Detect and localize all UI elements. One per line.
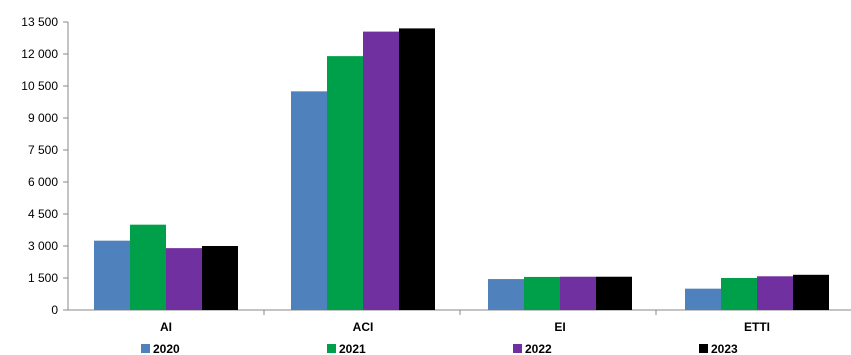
y-tick-label: 6 000 (28, 175, 58, 189)
legend-item-2021: 2021 (327, 342, 366, 355)
x-tick-label: EI (554, 320, 565, 334)
y-tick-label: 9 000 (28, 111, 58, 125)
x-tick-label: AI (160, 320, 172, 334)
legend-label: 2021 (339, 342, 366, 355)
legend-swatch (513, 344, 522, 353)
x-tick-labels: AI ACI EI ETTI (160, 320, 770, 334)
y-tick-label: 12 000 (21, 47, 58, 61)
y-ticks: 0 1 500 3 000 4 500 6 000 7 500 9 000 10 500 12 … (21, 15, 68, 317)
x-tick-label: ACI (353, 320, 374, 334)
bar-ei-2022 (560, 276, 596, 310)
legend-item-2020: 2020 (141, 342, 180, 355)
bar-ai-2021 (130, 224, 166, 310)
legend-swatch (141, 344, 150, 353)
y-tick-label: 7 500 (28, 143, 58, 157)
y-tick-label: 0 (51, 303, 58, 317)
legend-swatch (327, 344, 336, 353)
bar-ei-2023 (596, 276, 632, 310)
bar-aci-2021 (327, 56, 363, 311)
bar-etti-2020 (685, 288, 721, 310)
y-tick-label: 4 500 (28, 207, 58, 221)
bar-ei-2020 (488, 279, 524, 310)
bar-etti-2021 (721, 278, 757, 310)
legend-swatch (699, 344, 708, 353)
y-tick-label: 13 500 (21, 15, 58, 29)
bar-etti-2023 (793, 274, 829, 310)
bar-aci-2022 (363, 31, 399, 310)
bar-ai-2023 (202, 246, 238, 310)
legend-item-2022: 2022 (513, 342, 552, 355)
x-category-dividers (263, 310, 657, 315)
legend-label: 2020 (153, 342, 180, 355)
bar-etti-2022 (757, 276, 793, 310)
y-tick-label: 3 000 (28, 239, 58, 253)
bar-aci-2020 (291, 91, 327, 310)
bar-ei-2021 (524, 276, 560, 310)
legend-label: 2022 (525, 342, 552, 355)
bars (94, 28, 829, 311)
legend: 2020 2021 2022 2023 (141, 342, 738, 355)
bar-ai-2020 (94, 240, 130, 310)
y-tick-label: 10 500 (21, 79, 58, 93)
bar-aci-2023 (399, 28, 435, 311)
y-tick-label: 1 500 (28, 271, 58, 285)
x-tick-label: ETTI (744, 320, 770, 334)
legend-label: 2023 (711, 342, 738, 355)
legend-item-2023: 2023 (699, 342, 738, 355)
bar-ai-2022 (166, 248, 202, 310)
